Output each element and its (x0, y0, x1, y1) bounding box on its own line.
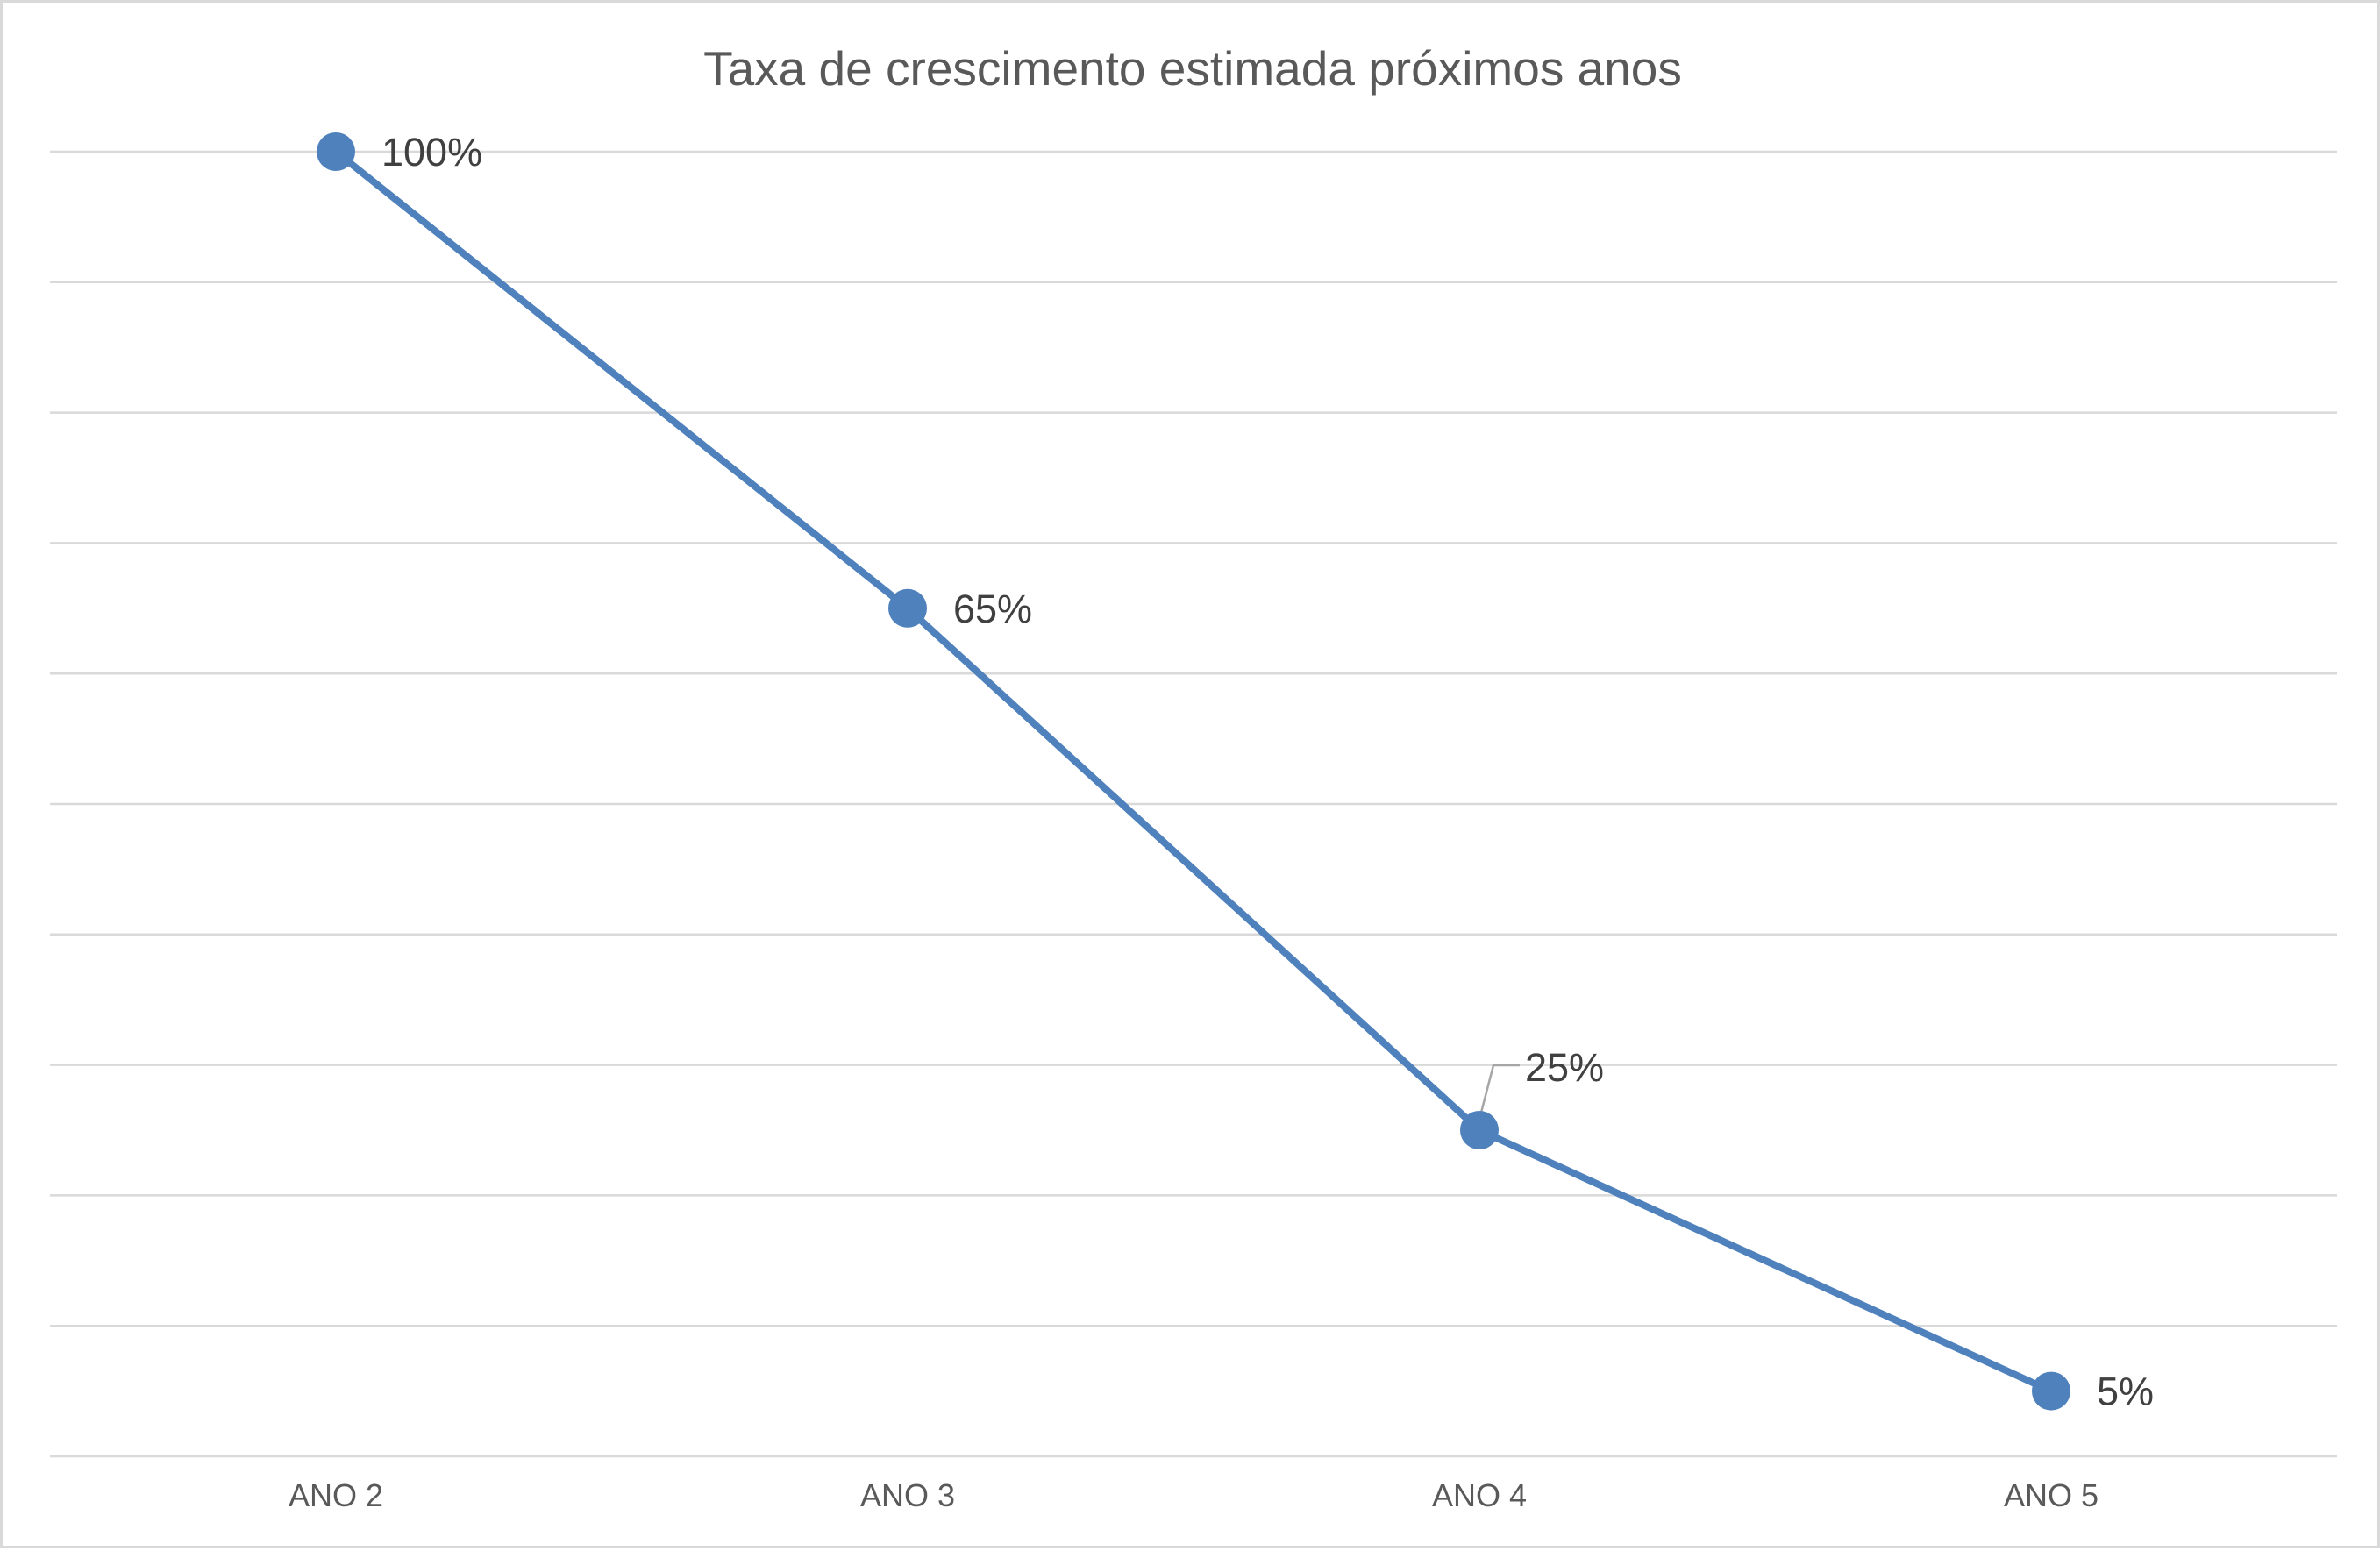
line-chart: Taxa de crescimento estimada próximos an… (50, 41, 2337, 1513)
data-label: 100% (381, 130, 482, 174)
data-point-marker (1460, 1111, 1499, 1149)
data-label-leader-line (1479, 1064, 1520, 1113)
x-axis-tick-labels: ANO 2 ANO 3 ANO 4 ANO 5 (289, 1477, 2099, 1513)
x-tick-label: ANO 5 (2004, 1477, 2099, 1513)
data-labels: 100% 65% 25% 5% (381, 130, 2154, 1414)
gridlines (50, 150, 2337, 1458)
x-tick-label: ANO 2 (289, 1477, 383, 1513)
x-tick-label: ANO 4 (1432, 1477, 1527, 1513)
series-line (333, 148, 2053, 1395)
data-label: 5% (2097, 1370, 2154, 1414)
data-label: 65% (953, 587, 1032, 631)
chart-title: Taxa de crescimento estimada próximos an… (703, 41, 1682, 96)
data-point-marker (317, 132, 355, 171)
data-label: 25% (1525, 1045, 1604, 1090)
data-point-marker (888, 588, 927, 628)
series-line-group (317, 132, 2070, 1411)
leader-lines (1479, 1064, 1520, 1113)
x-tick-label: ANO 3 (860, 1477, 955, 1513)
data-point-marker (2032, 1371, 2070, 1411)
